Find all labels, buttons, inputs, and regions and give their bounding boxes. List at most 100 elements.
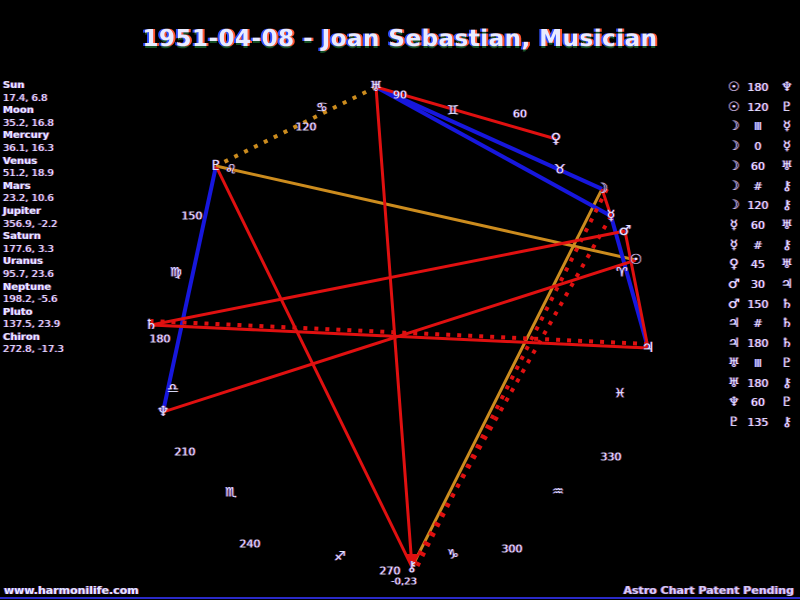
planet-chiron-icon: ⚷ xyxy=(406,559,418,575)
planet-name-pluto: Pluto xyxy=(3,306,33,318)
degree-label-60: 60 xyxy=(513,107,527,121)
planet-name-chiron: Chiron xyxy=(3,331,40,343)
planet-pluto-icon: ♇ xyxy=(209,158,223,174)
uranus-icon: ♅ xyxy=(781,217,793,233)
planet-mars-icon: ♂ xyxy=(618,223,632,239)
saturn-icon: ♄ xyxy=(781,316,793,332)
aspect-value: 135 xyxy=(747,415,769,429)
chiron-icon: ⚷ xyxy=(782,178,792,194)
planet-position-sun: 17.4, 6.8 xyxy=(3,92,48,104)
aspect-row-uranus-pluto: ♅ Ⅲ ♇ xyxy=(726,356,800,376)
pluto-icon: ♇ xyxy=(781,395,793,411)
sign-cancer-icon: ♋ xyxy=(316,100,328,116)
chiron-icon: ⚷ xyxy=(782,198,792,214)
aspect-row-jupiter-saturn: ♃ # ♄ xyxy=(726,316,800,336)
planet-name-neptune: Neptune xyxy=(3,281,52,293)
aspect-row-pluto-chiron: ♇ 135 ⚷ xyxy=(726,415,800,435)
mercury-icon: ☿ xyxy=(783,139,791,155)
aspect-line-uranus-pluto xyxy=(215,85,377,168)
moon-icon: ☽ xyxy=(728,139,740,155)
planet-jupiter-icon: ♃ xyxy=(641,340,655,356)
planet-position-mars: 23.2, 10.6 xyxy=(3,193,54,205)
aspect-row-mercury-chiron: ☿ # ⚷ xyxy=(726,238,800,258)
neptune-icon: ♆ xyxy=(781,80,793,95)
aspect-value: # xyxy=(753,317,763,331)
sign-pisces-icon: ♓ xyxy=(614,386,626,402)
aspect-value: # xyxy=(753,179,763,193)
uranus-icon: ♅ xyxy=(781,257,793,273)
aspect-line-mars-saturn xyxy=(150,229,626,327)
degree-label-90: 90 xyxy=(393,88,407,102)
mercury-icon: ☿ xyxy=(783,119,791,135)
degree-label-330: 330 xyxy=(600,450,622,464)
aspect-line-mercury-chiron xyxy=(410,215,613,568)
jupiter-icon: ♃ xyxy=(781,277,793,292)
planet-position-moon: 35.2, 16.8 xyxy=(3,117,54,129)
degree-label-120: 120 xyxy=(295,120,317,134)
planet-name-jupiter: Jupiter xyxy=(3,205,41,217)
planet-moon-icon: ☽ xyxy=(595,181,609,197)
aspect-row-uranus-chiron: ♅ 180 ⚷ xyxy=(726,376,800,396)
sun-icon: ☉ xyxy=(728,80,740,95)
sign-sagittarius-icon: ♐ xyxy=(334,549,346,565)
planet-position-saturn: 177.6, 3.3 xyxy=(3,243,54,255)
website-link: www.harmonilife.com xyxy=(4,584,139,597)
aspect-line-moon-mercury xyxy=(600,188,613,217)
pluto-icon: ♇ xyxy=(781,99,793,115)
chiron-icon: ⚷ xyxy=(782,375,792,391)
moon-icon: ☽ xyxy=(728,158,740,174)
aspect-value: 60 xyxy=(751,218,765,232)
planet-saturn-icon: ♄ xyxy=(144,317,158,333)
aspect-row-jupiter-saturn: ♃ 180 ♄ xyxy=(726,336,800,356)
sign-scorpio-icon: ♏ xyxy=(225,485,237,501)
aspect-row-moon-uranus: ☽ 60 ♅ xyxy=(726,159,800,179)
planet-mercury-icon: ☿ xyxy=(606,208,616,224)
bottom-point-label: -0,23 xyxy=(391,576,417,588)
sign-libra-icon: ♎ xyxy=(167,381,179,397)
planet-name-mars: Mars xyxy=(3,180,31,192)
aspect-row-mars-jupiter: ♂ 30 ♃ xyxy=(726,277,800,297)
sign-aries-icon: ♈ xyxy=(616,265,628,281)
venus-icon: ♀ xyxy=(729,257,739,273)
degree-label-150: 150 xyxy=(181,209,203,223)
aspect-row-moon-mercury: ☽ 0 ☿ xyxy=(726,139,800,159)
aspect-row-venus-uranus: ♀ 45 ♅ xyxy=(726,257,800,277)
sign-leo-icon: ♌ xyxy=(225,162,237,178)
aspect-value: 45 xyxy=(751,258,765,272)
aspect-value: # xyxy=(753,238,763,252)
sign-virgo-icon: ♍ xyxy=(170,265,182,281)
sign-aquarius-icon: ♒ xyxy=(552,484,564,500)
uranus-icon: ♅ xyxy=(728,375,740,391)
sun-icon: ☉ xyxy=(728,99,740,115)
pluto-icon: ♇ xyxy=(728,414,740,430)
aspect-line-moon-chiron xyxy=(410,188,604,568)
aspect-value: Ⅲ xyxy=(754,120,762,134)
sign-capricorn-icon: ♑ xyxy=(447,547,459,563)
aspect-row-moon-mercury: ☽ Ⅲ ☿ xyxy=(726,119,800,139)
sign-gemini-icon: ♊ xyxy=(447,103,459,119)
degree-label-240: 240 xyxy=(239,537,261,551)
degree-label-300: 300 xyxy=(501,542,523,556)
positions-panel: Sun 17.4, 6.8 Moon 35.2, 16.8 Mercury 36.1, 1… xyxy=(3,80,113,357)
aspect-line-jupiter-saturn xyxy=(150,323,649,350)
aspect-value: 120 xyxy=(747,199,769,213)
planet-neptune-icon: ♆ xyxy=(156,404,170,420)
aspect-line-jupiter-saturn xyxy=(150,319,649,346)
jupiter-icon: ♃ xyxy=(728,316,740,332)
patent-pending-label: Astro Chart Patent Pending xyxy=(623,584,795,597)
aspect-line-neptune-pluto xyxy=(161,165,218,413)
planet-name-mercury: Mercury xyxy=(3,130,50,142)
mercury-icon: ☿ xyxy=(730,217,738,233)
aspect-value: 60 xyxy=(751,396,765,410)
aspect-row-moon-chiron: ☽ 120 ⚷ xyxy=(726,198,800,218)
chart-title: 1951-04-08 - Joan Sebastian, Musician xyxy=(142,26,658,52)
planet-position-venus: 51.2, 18.9 xyxy=(3,168,54,180)
mars-icon: ♂ xyxy=(728,277,740,292)
saturn-icon: ♄ xyxy=(781,296,793,312)
planet-position-chiron: 272.8, -17.3 xyxy=(3,344,64,356)
mercury-icon: ☿ xyxy=(730,237,738,253)
aspect-value: 0 xyxy=(754,140,762,154)
aspect-value: Ⅲ xyxy=(754,356,762,370)
